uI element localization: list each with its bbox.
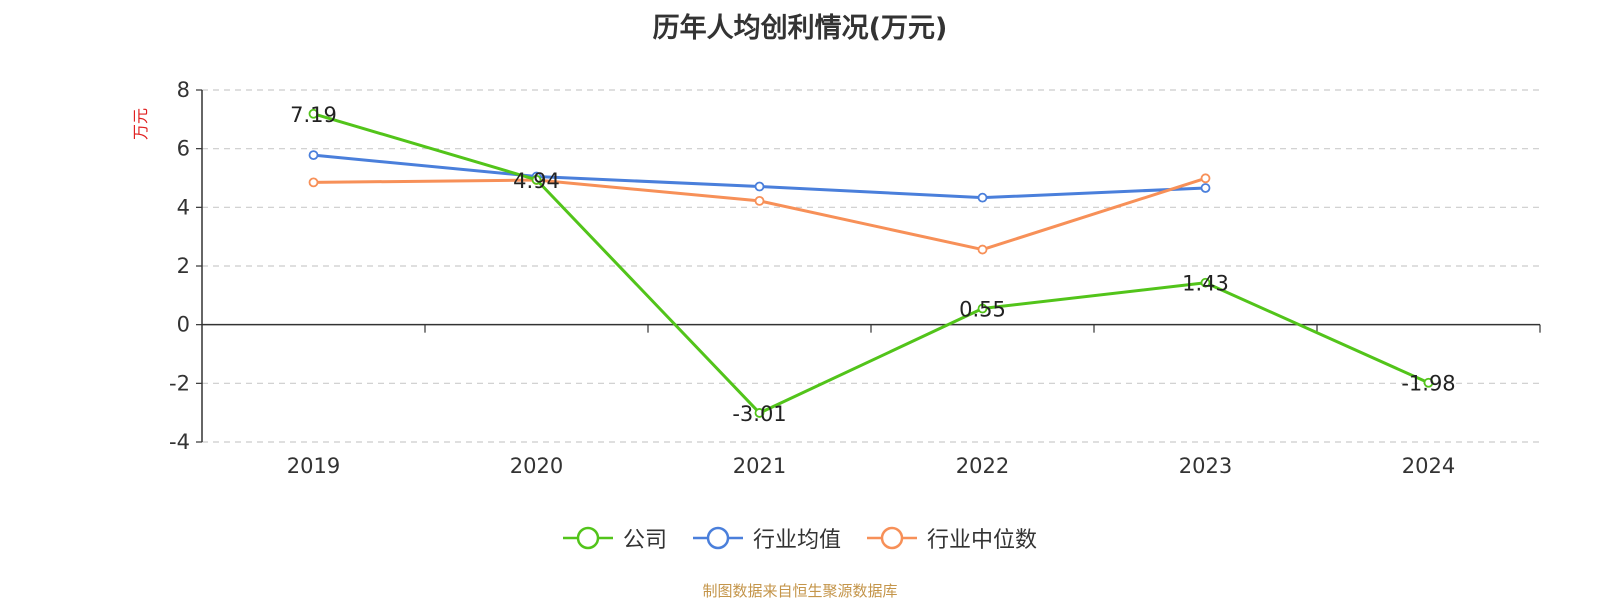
legend-marker-icon: [692, 526, 743, 550]
data-point: [308, 108, 319, 119]
data-point: [754, 408, 765, 418]
data-label: 0.55: [959, 298, 1006, 322]
series-line-company: [313, 112, 1430, 415]
y-tick-label: -2: [169, 371, 190, 395]
data-label: 4.94: [513, 169, 560, 193]
legend-label: 公司: [622, 528, 667, 553]
data-point: [977, 244, 988, 255]
data-point: [308, 150, 319, 161]
data-point: [754, 181, 765, 192]
data-point: [1423, 377, 1434, 388]
legend-marker-icon: [867, 526, 917, 550]
axes: -4 -2 0 2 4 6 8 2019 2020 2021 2022 2023 2024: [169, 78, 1541, 478]
data-point: [531, 174, 542, 185]
data-point: [308, 177, 319, 188]
grid-lines: [202, 89, 1540, 443]
x-tick-label: 2019: [287, 454, 340, 478]
y-tick-label: 8: [177, 78, 190, 102]
y-tick-label: 0: [177, 313, 190, 337]
y-tick-label: 4: [177, 195, 190, 219]
data-point: [1200, 183, 1211, 193]
legend-item[interactable]: 行业均值: [692, 522, 841, 554]
legend-item[interactable]: 行业中位数: [867, 522, 1037, 554]
data-label: -1.98: [1401, 372, 1455, 396]
x-tick-label: 2024: [1402, 454, 1455, 478]
line-chart: -4 -2 0 2 4 6 8 2019 2020 2021 2022 2023 2024 7.19 4.…: [131, 78, 1541, 478]
legend-item[interactable]: 公司: [562, 522, 667, 554]
legend-marker-icon: [562, 526, 613, 550]
data-point: [1200, 277, 1211, 288]
chart-title: 历年人均创利情况(万元): [652, 13, 948, 44]
legend: 公司 行业均值 行业中位数: [0, 522, 1600, 554]
x-tick-label: 2023: [1179, 454, 1232, 478]
y-tick-label: -4: [169, 430, 190, 454]
y-tick-label: 6: [177, 137, 190, 161]
data-point: [977, 303, 988, 314]
data-point: [754, 195, 765, 206]
legend-label: 行业中位数: [927, 528, 1038, 553]
data-label: -3.01: [732, 402, 786, 426]
data-point: [977, 192, 988, 203]
y-axis-label: 万元: [131, 108, 150, 140]
data-label: 7.19: [290, 103, 337, 127]
source-note: 制图数据来自恒生聚源数据库: [702, 582, 898, 600]
data-labels: 7.19 4.94 -3.01 0.55 1.43 -1.98: [290, 103, 1456, 426]
legend-label: 行业均值: [752, 528, 841, 553]
x-tick-label: 2020: [510, 454, 563, 478]
x-tick-label: 2021: [733, 454, 786, 478]
data-label: 1.43: [1182, 272, 1229, 296]
data-point: [1200, 173, 1211, 184]
y-tick-label: 2: [177, 254, 190, 278]
x-tick-label: 2022: [956, 454, 1009, 478]
series-lines: [308, 108, 1434, 418]
